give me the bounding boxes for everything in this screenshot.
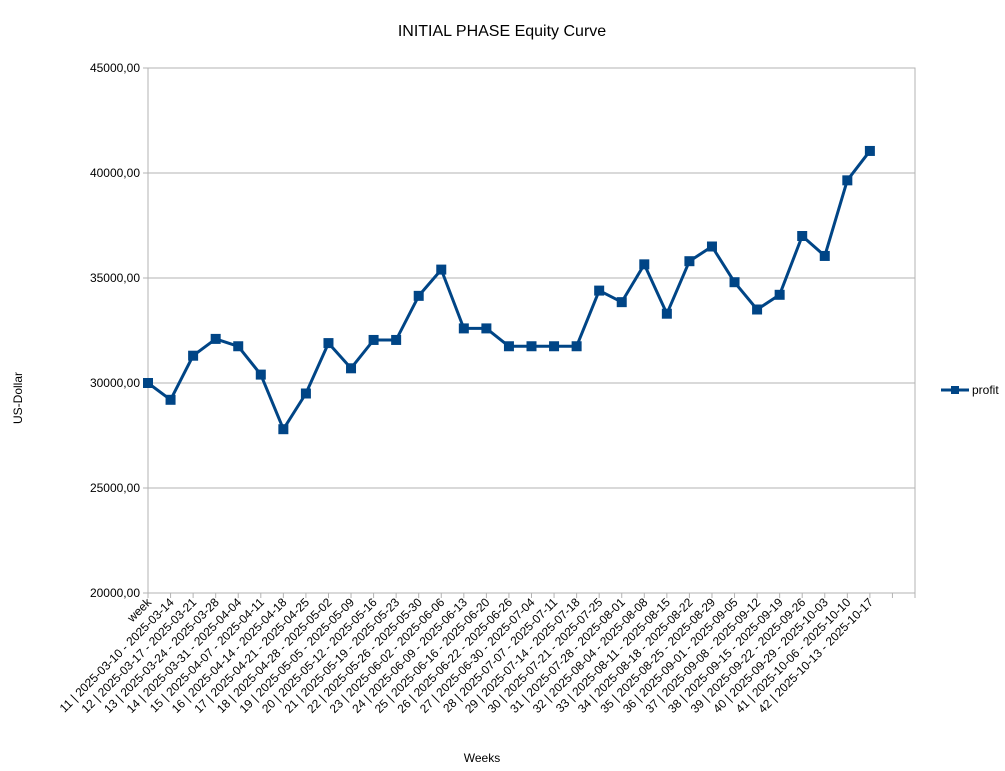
data-point (300, 388, 311, 399)
data-point (752, 304, 763, 315)
data-point (864, 145, 875, 156)
data-point (165, 394, 176, 405)
data-point (706, 241, 717, 252)
data-point (481, 323, 492, 334)
data-point (436, 264, 447, 275)
y-tick-label: 40000,00 (90, 166, 140, 180)
data-point (594, 285, 605, 296)
data-point (526, 341, 537, 352)
series-line-profit (147, 149, 872, 431)
data-point (210, 333, 221, 344)
data-point (819, 250, 830, 261)
y-tick-label: 25000,00 (90, 481, 140, 495)
data-point (188, 350, 199, 361)
data-point (278, 424, 289, 435)
legend: profit (941, 383, 999, 397)
data-point (639, 259, 650, 270)
plot-area-border (147, 67, 916, 594)
data-point (729, 277, 740, 288)
legend-marker (951, 386, 959, 394)
series-profit (143, 145, 875, 435)
y-tick-label: 35000,00 (90, 271, 140, 285)
chart-title: INITIAL PHASE Equity Curve (398, 23, 606, 40)
y-tick-label: 20000,00 (90, 586, 140, 600)
data-point (774, 289, 785, 300)
data-point (143, 378, 153, 388)
data-point (503, 341, 514, 352)
data-point (368, 334, 379, 345)
data-point (661, 308, 672, 319)
data-point (842, 175, 853, 186)
x-axis-title: Weeks (464, 751, 500, 765)
gridlines (143, 67, 915, 594)
y-tick-label: 45000,00 (90, 61, 140, 75)
data-point (458, 323, 469, 334)
data-point (346, 363, 357, 374)
y-axis-title: US-Dollar (11, 372, 25, 424)
legend-label-profit: profit (972, 383, 999, 397)
data-point (684, 256, 695, 267)
data-point (797, 231, 808, 241)
data-point (255, 369, 266, 380)
y-tick-label: 30000,00 (90, 376, 140, 390)
data-point (233, 341, 244, 352)
data-point (549, 341, 560, 352)
data-point (391, 334, 402, 345)
y-axis-tick-labels: 20000,00 25000,00 30000,00 35000,00 40000,00… (90, 61, 140, 600)
data-point (413, 290, 424, 301)
data-point (571, 341, 582, 352)
data-point (323, 338, 334, 349)
data-point (616, 297, 627, 308)
